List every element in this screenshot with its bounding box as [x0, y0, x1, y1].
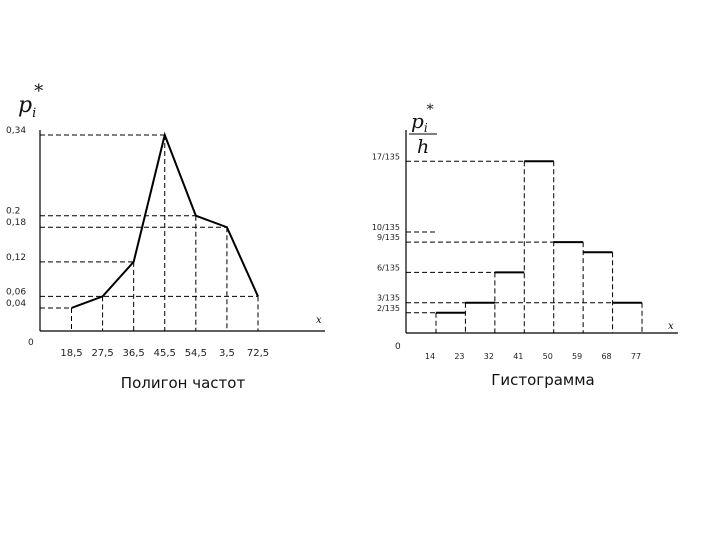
histogram-y-tick-label: 17/135 — [372, 152, 400, 161]
histogram-origin-label: 0 — [395, 342, 401, 352]
histogram-y-tick-label: 3/135 — [377, 294, 400, 303]
polygon-x-tick-label: 54,5 — [185, 348, 207, 359]
polygon-y-tick-label: 0,34 — [6, 126, 26, 136]
histogram-title: Гистограмма — [491, 371, 594, 389]
polygon-x-tick-label: 18,5 — [60, 348, 82, 359]
polygon-guide-lines — [40, 134, 259, 331]
polygon-line — [71, 131, 259, 309]
polygon-y-tick-labels: 0,34 0.20,18 0,12 0,06 0,04 — [6, 126, 26, 309]
polygon-x-axis-label: x — [316, 315, 322, 326]
polygon-y-label-sub: i — [32, 106, 36, 121]
polygon-y-tick-label: 0,06 — [6, 287, 26, 297]
histogram-y-axis-label: pi * h — [409, 102, 437, 158]
histogram-x-tick-label: 77 — [631, 352, 641, 361]
histogram-x-tick-label: 68 — [601, 352, 611, 361]
polygon-y-tick-label: 0,12 — [6, 253, 26, 263]
histogram-guide-lines — [406, 160, 643, 333]
polygon-y-tick-label: 0,18 — [6, 218, 26, 228]
histogram-x-tick-label: 59 — [572, 352, 582, 361]
polygon-x-tick-labels: 18,5 27,5 36,5 45,5 54,5 3,5 72,5 — [60, 348, 269, 359]
svg-text:pi*: pi * — [411, 102, 434, 135]
histogram-y-label-den: h — [417, 136, 429, 158]
polygon-origin-label: 0 — [28, 338, 34, 348]
histogram-y-label-base: p — [411, 109, 424, 133]
histogram-x-tick-label: 14 — [425, 352, 435, 361]
polygon-y-tick-label: 0,04 — [6, 299, 26, 309]
histogram-y-label-sup: * — [427, 102, 434, 118]
polygon-y-tick-label: 0.2 — [6, 207, 20, 217]
polygon-chart: 0,34 0.20,18 0,12 0,06 0,04 18,5 27,5 36,5 45,5… — [6, 81, 325, 392]
polygon-x-tick-label: 45,5 — [154, 348, 176, 359]
polygon-x-tick-label: 27,5 — [91, 348, 113, 359]
histogram-x-tick-label: 32 — [484, 352, 494, 361]
polygon-y-label-sup: * — [34, 81, 43, 102]
histogram-y-tick-label: 6/135 — [377, 263, 400, 272]
histogram-x-tick-label: 23 — [454, 352, 464, 361]
histogram-y-label-sub: i — [424, 121, 428, 135]
histogram-y-tick-label: 9/135 — [377, 233, 400, 242]
histogram-x-axis-label: x — [668, 321, 674, 332]
histogram-y-tick-label: 2/135 — [377, 304, 400, 313]
polygon-x-tick-label: 36,5 — [123, 348, 145, 359]
histogram-x-tick-label: 50 — [543, 352, 553, 361]
polygon-y-axis-label: pi * — [18, 81, 43, 121]
polygon-x-tick-label: 72,5 — [247, 348, 269, 359]
polygon-y-label-base: p — [18, 93, 32, 118]
histogram-bars — [436, 160, 642, 314]
histogram-y-tick-label: 10/135 — [372, 223, 400, 232]
polygon-title: Полигон частот — [121, 374, 246, 392]
polygon-x-tick-label: 3,5 — [219, 348, 235, 359]
histogram-x-tick-label: 41 — [513, 352, 523, 361]
histogram-x-tick-labels: 14 23 32 41 50 59 68 77 — [425, 352, 641, 361]
